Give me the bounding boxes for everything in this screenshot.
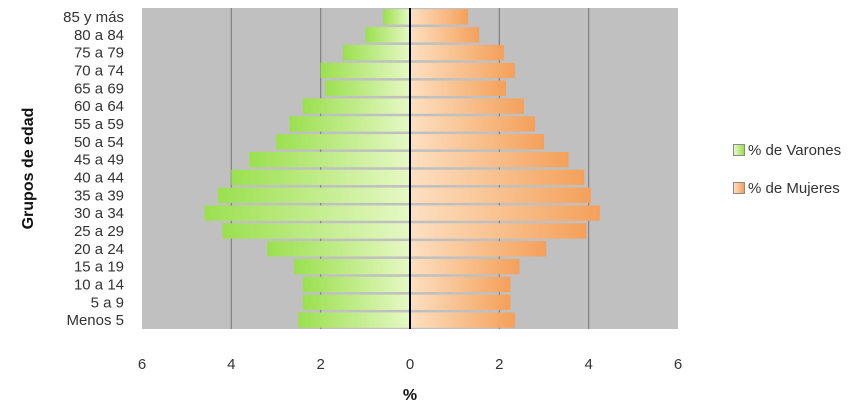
category-label: 60 a 64: [74, 98, 124, 115]
bar-mujeres: [410, 116, 536, 132]
legend-label-mujeres: % de Mujeres: [748, 179, 840, 197]
category-label: 10 a 14: [74, 276, 124, 293]
bar-varones: [217, 187, 410, 203]
bar-mujeres: [410, 276, 511, 293]
legend-label-varones: % de Varones: [748, 141, 842, 159]
legend-item-mujeres: % de Mujeres: [733, 178, 841, 198]
bar-varones: [343, 44, 410, 61]
legend-swatch-mujeres: [733, 182, 745, 194]
x-tick-label: 6: [674, 356, 682, 373]
bar-varones: [320, 62, 410, 79]
grid-lines: [230, 8, 590, 329]
x-tick-label: 4: [584, 356, 592, 373]
x-tick-label: 2: [495, 356, 503, 373]
bar-mujeres: [410, 169, 585, 186]
category-label: 25 a 29: [74, 223, 124, 240]
category-label: 65 a 69: [74, 80, 124, 97]
category-label: 75 a 79: [74, 45, 124, 62]
bar-mujeres: [410, 98, 524, 114]
x-tick-labels: 6 4 2 0 2 4 6: [138, 356, 682, 373]
bar-mujeres: [410, 205, 600, 221]
category-label: 5 a 9: [91, 294, 124, 311]
bar-mujeres: [410, 294, 511, 310]
bar-varones: [302, 276, 410, 293]
category-label: Menos 5: [66, 312, 124, 329]
bar-varones: [325, 80, 410, 96]
bar-varones: [231, 169, 410, 186]
bar-mujeres: [410, 312, 515, 328]
bar-varones: [302, 294, 410, 310]
category-label: 50 a 54: [74, 134, 124, 151]
bar-mujeres: [410, 44, 504, 61]
category-label: 20 a 24: [74, 241, 124, 258]
bar-mujeres: [410, 223, 587, 239]
legend: % de Varones % de Mujeres: [733, 140, 841, 216]
bar-mujeres: [410, 187, 591, 203]
x-tick-label: 2: [316, 356, 324, 373]
bar-varones: [365, 27, 410, 43]
bar-varones: [298, 312, 410, 328]
bar-mujeres: [410, 9, 469, 25]
x-tick-label: 6: [138, 356, 146, 373]
bar-varones: [249, 151, 410, 168]
bar-varones: [289, 116, 410, 132]
category-label: 80 a 84: [74, 27, 124, 44]
bar-varones: [222, 223, 410, 239]
bar-varones: [383, 9, 410, 25]
category-label: 15 a 19: [74, 259, 124, 276]
bar-mujeres: [410, 134, 544, 150]
x-tick-label: 4: [227, 356, 235, 373]
bar-mujeres: [410, 27, 480, 43]
bars: [204, 9, 600, 328]
category-label: 35 a 39: [74, 187, 124, 204]
bar-mujeres: [410, 62, 515, 79]
bar-varones: [302, 98, 410, 114]
category-label: 70 a 74: [74, 62, 124, 79]
category-label: 55 a 59: [74, 116, 124, 133]
bar-mujeres: [410, 258, 520, 275]
y-axis-title: Grupos de edad: [20, 108, 37, 230]
category-label: 30 a 34: [74, 205, 124, 222]
category-label: 45 a 49: [74, 152, 124, 169]
legend-swatch-varones: [733, 144, 745, 156]
bar-mujeres: [410, 80, 507, 96]
bar-varones: [204, 205, 410, 221]
category-label: 40 a 44: [74, 169, 124, 186]
legend-item-varones: % de Varones: [733, 140, 841, 160]
bar-mujeres: [410, 151, 569, 168]
category-label: 85 y más: [63, 9, 124, 26]
x-tick-label: 0: [406, 356, 414, 373]
bar-varones: [267, 241, 410, 257]
bar-varones: [293, 258, 410, 275]
x-axis-title: %: [403, 387, 417, 404]
bar-varones: [276, 134, 410, 150]
bar-mujeres: [410, 241, 547, 257]
